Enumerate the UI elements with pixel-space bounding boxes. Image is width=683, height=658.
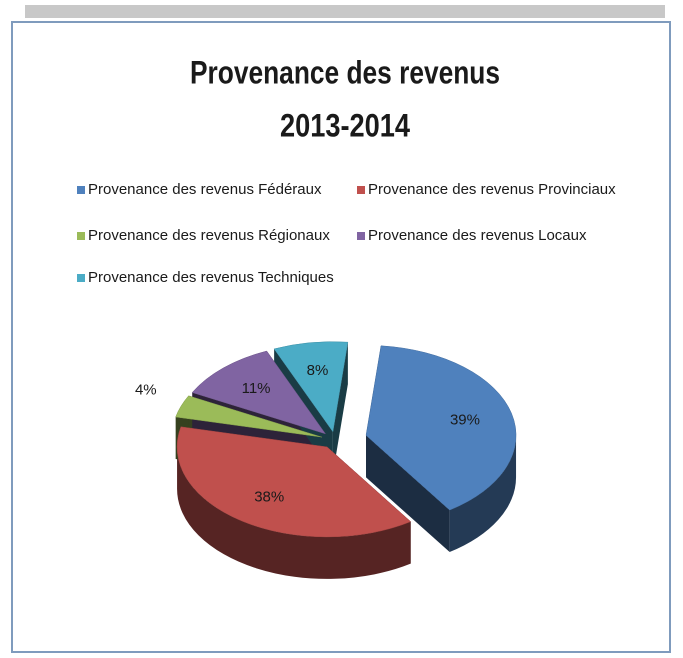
- legend-label: Provenance des revenus Techniques: [88, 269, 334, 286]
- pie: 39% 38% 4% 11% 8%: [135, 341, 517, 579]
- slice-label: 8%: [307, 362, 329, 379]
- slice-label: 11%: [242, 380, 271, 397]
- slice: [176, 426, 412, 538]
- slice: [365, 345, 517, 511]
- top-bar: [25, 5, 665, 18]
- chart-title: 2013-2014: [280, 107, 410, 143]
- chart-title: Provenance des revenus: [190, 54, 500, 90]
- legend-label: Provenance des revenus Fédéraux: [88, 181, 322, 198]
- slice-label: 39%: [450, 411, 480, 428]
- slice-label: 38%: [254, 488, 284, 505]
- legend-label: Provenance des revenus Locaux: [368, 227, 587, 244]
- legend-label: Provenance des revenus Provinciaux: [368, 181, 616, 198]
- slice-wall: [449, 435, 517, 553]
- legend-swatch: [357, 232, 365, 240]
- slice: [273, 341, 349, 433]
- legend-swatch: [77, 274, 85, 282]
- legend-label: Provenance des revenus Régionaux: [88, 227, 330, 244]
- slice-wall: [177, 446, 411, 579]
- slice-side: [332, 342, 348, 474]
- slice-side: [366, 435, 450, 553]
- legend: Provenance des revenus Fédéraux Provenanc…: [77, 181, 616, 286]
- legend-swatch: [77, 186, 85, 194]
- legend-swatch: [357, 186, 365, 194]
- slice-label: 4%: [135, 381, 157, 398]
- slice: [191, 350, 327, 435]
- legend-swatch: [77, 232, 85, 240]
- slice: [175, 395, 322, 438]
